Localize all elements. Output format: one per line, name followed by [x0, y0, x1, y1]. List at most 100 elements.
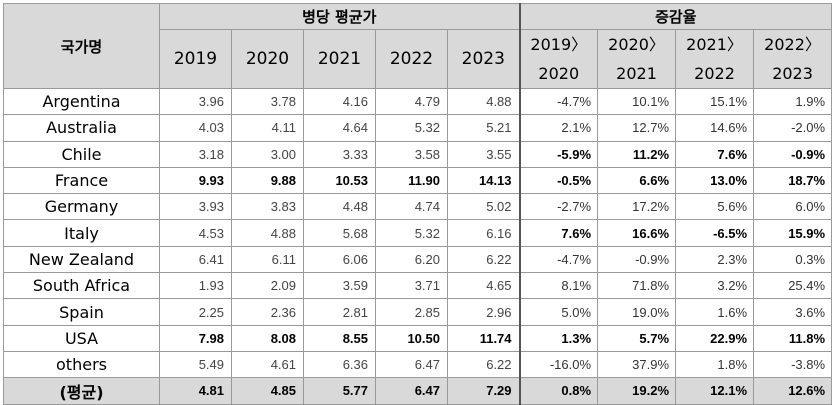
year-header: 2021	[303, 29, 376, 89]
change-rate-cell: 1.9%	[753, 87, 833, 116]
country-cell: USA	[3, 324, 160, 352]
avg-price-cell: 11.90	[375, 166, 448, 195]
table-row: Germany 3.93 3.83 4.48 4.74 5.02 -2.7% 17.2% 5.6…	[3, 193, 833, 221]
change-rate-cell: 19.2%	[597, 377, 677, 405]
avg-price-group-header: 병당 평균가	[158, 3, 521, 30]
table-row: South Africa 1.93 2.09 3.59 3.71 4.65 8.1% 71.8…	[3, 272, 833, 300]
avg-price-cell: 6.22	[446, 245, 521, 274]
change-rate-cell: -3.8%	[753, 350, 833, 379]
change-rate-cell: 1.8%	[675, 350, 755, 379]
change-rate-cell: 0.8%	[519, 377, 599, 405]
change-rate-cell: 6.0%	[753, 193, 833, 221]
avg-price-cell: 4.64	[303, 114, 376, 142]
avg-price-cell: 5.49	[159, 350, 232, 379]
table-row: New Zealand 6.41 6.11 6.06 6.20 6.22 -4.7% -0.9…	[3, 245, 833, 274]
change-period-start: 2019〉	[530, 35, 588, 54]
avg-price-cell: 8.08	[231, 324, 304, 352]
avg-price-cell: 4.74	[375, 193, 448, 221]
avg-price-cell: 3.58	[375, 140, 448, 168]
wine-price-table: 국가명 병당 평균가 증감율 2019 2020 2021 2022 2023 …	[3, 3, 833, 405]
change-period-end: 2020	[538, 64, 580, 83]
avg-price-cell: 3.83	[231, 193, 304, 221]
change-rate-cell: 0.3%	[753, 245, 833, 274]
change-rate-cell: -16.0%	[519, 350, 599, 379]
avg-price-cell: 5.77	[303, 377, 376, 405]
year-header: 2020	[231, 29, 304, 89]
country-cell: Germany	[3, 193, 160, 221]
avg-price-cell: 9.93	[159, 166, 232, 195]
avg-price-cell: 6.06	[303, 245, 376, 274]
change-rate-cell: 25.4%	[753, 272, 833, 300]
table-body: Argentina 3.96 3.78 4.16 4.79 4.88 -4.7% 10.1% 1…	[3, 87, 833, 405]
country-cell: others	[3, 350, 160, 379]
change-rate-cell: 14.6%	[675, 114, 755, 142]
country-cell: Argentina	[3, 87, 160, 116]
change-rate-cell: -2.0%	[753, 114, 833, 142]
table-row: Chile 3.18 3.00 3.33 3.58 3.55 -5.9% 11.2% 7.6% -…	[3, 140, 833, 168]
avg-price-cell: 3.55	[446, 140, 521, 168]
avg-price-cell: 10.50	[375, 324, 448, 352]
table-row: Argentina 3.96 3.78 4.16 4.79 4.88 -4.7% 10.1% 1…	[3, 87, 833, 116]
avg-price-cell: 3.96	[159, 87, 232, 116]
change-rate-cell: 7.6%	[519, 219, 599, 247]
avg-price-cell: 4.53	[159, 219, 232, 247]
avg-price-cell: 6.20	[375, 245, 448, 274]
change-rate-cell: 2.3%	[675, 245, 755, 274]
avg-price-cell: 2.85	[375, 298, 448, 326]
avg-price-cell: 4.11	[231, 114, 304, 142]
country-cell: New Zealand	[3, 245, 160, 274]
avg-price-cell: 6.47	[375, 377, 448, 405]
table-row: USA 7.98 8.08 8.55 10.50 11.74 1.3% 5.7% 22.9% 11…	[3, 324, 833, 352]
table-header: 국가명 병당 평균가 증감율 2019 2020 2021 2022 2023 …	[3, 3, 833, 89]
country-cell: Chile	[3, 140, 160, 168]
change-rate-cell: 71.8%	[597, 272, 677, 300]
change-rate-cell: 2.1%	[519, 114, 599, 142]
country-cell: South Africa	[3, 272, 160, 300]
avg-price-cell: 3.78	[231, 87, 304, 116]
avg-price-cell: 3.18	[159, 140, 232, 168]
country-cell: Italy	[3, 219, 160, 247]
change-period-end: 2021	[616, 64, 657, 83]
country-cell: Australia	[3, 114, 160, 142]
change-rate-cell: 12.1%	[675, 377, 755, 405]
avg-price-cell: 6.47	[375, 350, 448, 379]
change-rate-cell: 5.6%	[675, 193, 755, 221]
avg-price-cell: 3.59	[303, 272, 376, 300]
avg-price-cell: 14.13	[446, 166, 521, 195]
table-row: others 5.49 4.61 6.36 6.47 6.22 -16.0% 37.9% 1.8…	[3, 350, 833, 379]
change-rate-cell: -0.9%	[597, 245, 677, 274]
avg-price-cell: 5.02	[446, 193, 521, 221]
change-rate-cell: -2.7%	[519, 193, 599, 221]
change-period-header: 2022〉 2023	[753, 29, 833, 89]
change-rate-cell: 6.6%	[597, 166, 677, 195]
change-rate-cell: 15.1%	[675, 87, 755, 116]
change-rate-cell: 18.7%	[753, 166, 833, 195]
change-period-header: 2020〉 2021	[597, 29, 677, 89]
change-period-header: 2019〉 2020	[519, 29, 599, 89]
average-row: (평균) 4.81 4.85 5.77 6.47 7.29 0.8% 19.2% 12.1% 12…	[3, 377, 833, 405]
avg-price-cell: 8.55	[303, 324, 376, 352]
avg-price-cell: 4.88	[446, 87, 521, 116]
avg-price-cell: 5.68	[303, 219, 376, 247]
avg-price-cell: 4.65	[446, 272, 521, 300]
avg-price-cell: 4.85	[231, 377, 304, 405]
change-rate-cell: 11.8%	[753, 324, 833, 352]
avg-price-cell: 6.36	[303, 350, 376, 379]
avg-price-cell: 2.36	[231, 298, 304, 326]
avg-price-cell: 2.25	[159, 298, 232, 326]
avg-price-cell: 5.32	[375, 114, 448, 142]
change-rate-cell: 10.1%	[597, 87, 677, 116]
avg-price-cell: 5.32	[375, 219, 448, 247]
country-cell: (평균)	[3, 377, 160, 405]
avg-price-cell: 2.09	[231, 272, 304, 300]
change-rate-cell: -4.7%	[519, 87, 599, 116]
change-period-header: 2021〉 2022	[675, 29, 755, 89]
country-cell: France	[3, 166, 160, 195]
avg-price-cell: 3.33	[303, 140, 376, 168]
change-rate-cell: -0.5%	[519, 166, 599, 195]
change-rate-cell: 16.6%	[597, 219, 677, 247]
avg-price-cell: 6.41	[159, 245, 232, 274]
change-period-end: 2022	[694, 64, 735, 83]
avg-price-cell: 6.16	[446, 219, 521, 247]
change-rate-cell: 11.2%	[597, 140, 677, 168]
